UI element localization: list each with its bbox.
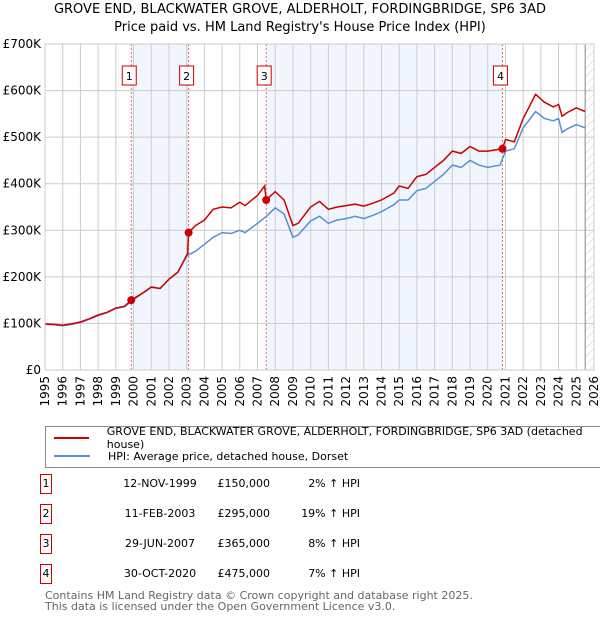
- sale-price: £365,000: [217, 537, 271, 550]
- y-tick-label: £600K: [3, 84, 43, 98]
- sale-date: 12-NOV-1999: [123, 477, 197, 490]
- x-tick-label: 1995: [38, 376, 52, 407]
- sale-marker-box: [256, 65, 272, 86]
- footer-copyright: Contains HM Land Registry data © Crown c…: [45, 589, 473, 602]
- sale-row: 2 11-FEB-2003 £295,000 19% ↑ HPI: [40, 504, 600, 526]
- legend-item-hpi: HPI: Average price, detached house, Dors…: [46, 448, 348, 464]
- sale-marker-number: 3: [261, 70, 268, 83]
- sale-row: 1 12-NOV-1999 £150,000 2% ↑ HPI: [40, 474, 600, 496]
- sale-hpi-diff: 8% ↑ HPI: [308, 537, 360, 550]
- y-tick-label: £300K: [3, 223, 43, 237]
- sale-number-badge: 4: [40, 564, 52, 584]
- x-tick-label: 2005: [215, 376, 229, 407]
- legend-swatch-red: [54, 437, 89, 439]
- sale-number-badge: 3: [40, 534, 52, 554]
- y-tick-label: £200K: [3, 270, 43, 284]
- x-tick-label: 2022: [516, 376, 530, 407]
- sale-price: £475,000: [217, 567, 271, 580]
- x-tick-label: 2006: [233, 376, 247, 407]
- x-tick-label: 2001: [144, 376, 158, 407]
- y-tick-label: £100K: [3, 316, 43, 330]
- x-tick-label: 2010: [304, 376, 318, 407]
- x-tick-label: 1997: [73, 376, 87, 407]
- x-tick-label: 2013: [357, 376, 371, 407]
- x-tick-label: 2003: [180, 376, 194, 407]
- x-tick-label: 2019: [463, 376, 477, 407]
- footer: Contains HM Land Registry data © Crown c…: [45, 590, 473, 612]
- x-tick-label: 1999: [109, 376, 123, 407]
- price-chart: 1995 1996 1997 1998 1999 2000 2001 2002 2003 2004…: [3, 37, 600, 407]
- sale-hpi-diff: 2% ↑ HPI: [308, 477, 360, 490]
- x-tick-label: 2000: [127, 376, 141, 407]
- x-tick-label: 2014: [374, 376, 388, 407]
- sale-row: 4 30-OCT-2020 £475,000 7% ↑ HPI: [40, 564, 600, 586]
- x-tick-label: 2002: [162, 376, 176, 407]
- sale-point: [127, 296, 136, 305]
- x-tick-label: 2017: [428, 376, 442, 407]
- shaded-period: [131, 44, 189, 370]
- legend-label: GROVE END, BLACKWATER GROVE, ALDERHOLT, …: [106, 425, 583, 451]
- x-tick-label: 2012: [339, 376, 353, 407]
- y-tick-label: £500K: [3, 130, 43, 144]
- x-tick-label: 2024: [552, 376, 566, 407]
- chart-subtitle: Price paid vs. HM Land Registry's House …: [114, 20, 486, 35]
- sale-date: 29-JUN-2007: [124, 537, 196, 550]
- footer-licence: This data is licensed under the Open Gov…: [45, 600, 396, 613]
- x-tick-label: 2011: [321, 376, 335, 407]
- x-tick-label: 2008: [268, 376, 282, 407]
- sale-number-badge: 2: [40, 504, 52, 524]
- x-tick-label: 2009: [286, 376, 300, 407]
- shaded-period: [266, 44, 503, 370]
- sale-marker-box: [179, 65, 195, 86]
- sale-row: 3 29-JUN-2007 £365,000 8% ↑ HPI: [40, 534, 600, 556]
- sale-price: £150,000: [217, 477, 271, 490]
- sale-number-badge: 1: [40, 474, 52, 494]
- x-tick-label: 2021: [498, 376, 512, 407]
- x-tick-label: 1998: [91, 376, 105, 407]
- x-tick-label: 1996: [56, 376, 70, 407]
- sale-point: [184, 228, 193, 237]
- legend: GROVE END, BLACKWATER GROVE, ALDERHOLT, …: [45, 425, 600, 468]
- x-tick-label: 2025: [569, 376, 583, 407]
- y-tick-label: £700K: [3, 37, 43, 51]
- sale-hpi-diff: 19% ↑ HPI: [301, 507, 360, 520]
- legend-swatch-blue: [54, 455, 90, 457]
- chart-title: GROVE END, BLACKWATER GROVE, ALDERHOLT, …: [53, 2, 547, 17]
- sale-point: [498, 144, 507, 153]
- sale-marker-box: [121, 65, 137, 86]
- plot-border: [44, 43, 595, 371]
- x-tick-label: 2015: [392, 376, 406, 407]
- sale-marker-number: 1: [126, 70, 133, 83]
- x-tick-label: 2004: [197, 376, 211, 407]
- sale-point: [262, 196, 271, 205]
- sale-marker-number: 2: [183, 70, 190, 83]
- y-tick-label: £0: [26, 363, 41, 377]
- sale-price: £295,000: [217, 507, 271, 520]
- x-tick-label: 2016: [410, 376, 424, 407]
- sale-date: 11-FEB-2003: [124, 507, 196, 520]
- sale-date: 30-OCT-2020: [123, 567, 197, 580]
- y-tick-label: £400K: [3, 177, 43, 191]
- x-tick-label: 2020: [481, 376, 495, 407]
- x-tick-label: 2023: [534, 376, 548, 407]
- sale-marker-number: 4: [497, 70, 504, 83]
- x-tick-label: 2007: [251, 376, 265, 407]
- x-tick-label: 2026: [587, 376, 600, 407]
- legend-item-property: GROVE END, BLACKWATER GROVE, ALDERHOLT, …: [46, 425, 600, 451]
- legend-label: HPI: Average price, detached house, Dors…: [108, 449, 349, 463]
- sale-hpi-diff: 7% ↑ HPI: [308, 567, 360, 580]
- sale-marker-box: [492, 65, 508, 86]
- x-tick-label: 2018: [445, 376, 459, 407]
- forecast-hatch: [585, 44, 594, 370]
